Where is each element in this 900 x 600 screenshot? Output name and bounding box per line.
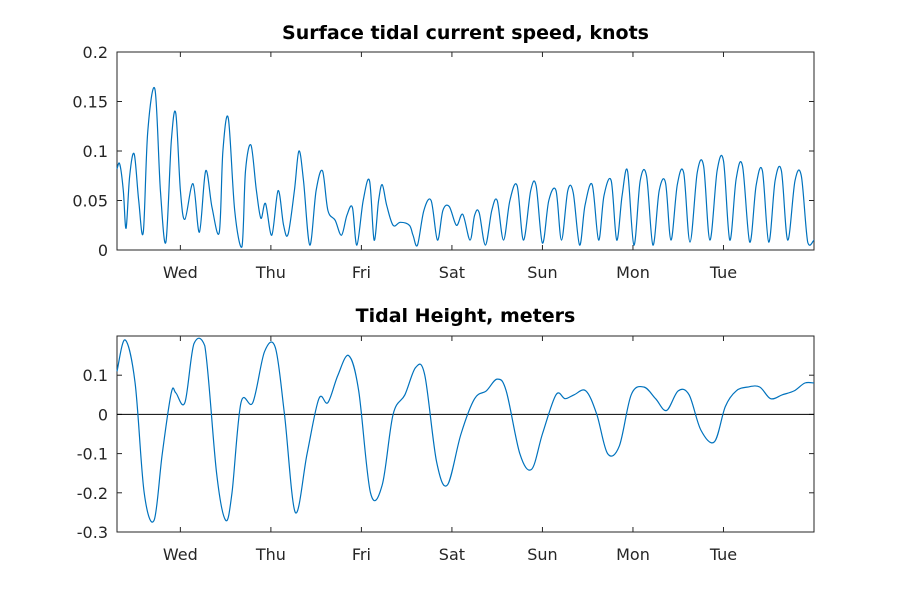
tidal-height-xtick-label: Sun — [527, 545, 557, 564]
tidal-height-axes-box — [116, 335, 815, 533]
current-speed-xtick-label: Fri — [352, 263, 371, 282]
current-speed-ytick-label: 0 — [98, 241, 108, 260]
current-speed-xtick-label: Thu — [255, 263, 286, 282]
tidal-height-xtick-label: Thu — [255, 545, 286, 564]
tidal-height-ytick-label: -0.3 — [77, 523, 108, 542]
tidal-height-ytick-label: -0.2 — [77, 484, 108, 503]
tidal-height-ytick-label: -0.1 — [77, 445, 108, 464]
tidal-height-ytick-label: 0 — [98, 405, 108, 424]
tidal-height-xtick-label: Fri — [352, 545, 371, 564]
current-speed-title: Surface tidal current speed, knots — [282, 22, 649, 44]
current-speed-ytick-label: 0.15 — [72, 93, 108, 112]
tidal-height-xtick-label: Sat — [439, 545, 465, 564]
current-speed-xtick-label: Sat — [439, 263, 465, 282]
current-speed-ticks: 0 0.05 0.1 0.15 0.2 Wed Thu Fri Sat Sun Mon Tue — [72, 43, 814, 282]
tidal-height-xtick-label: Mon — [616, 545, 650, 564]
current-speed-ytick-label: 0.05 — [72, 192, 108, 211]
current-speed-xtick-label: Sun — [527, 263, 557, 282]
tidal-height-panel: Tidal Height, meters -0.3 -0.2 -0.1 0 0.1 Wed… — [77, 305, 815, 564]
tidal-height-xtick-label: Tue — [709, 545, 737, 564]
tidal-height-plot-area — [116, 337, 815, 523]
current-speed-xtick-label: Mon — [616, 263, 650, 282]
tidal-height-title: Tidal Height, meters — [356, 305, 576, 327]
current-speed-xtick-label: Wed — [163, 263, 198, 282]
tidal-height-ytick-label: 0.1 — [83, 366, 108, 385]
current-speed-plot-area — [116, 86, 815, 248]
current-speed-ytick-label: 0.1 — [83, 142, 108, 161]
current-speed-panel: Surface tidal current speed, knots 0 0.05… — [72, 22, 815, 282]
current-speed-xtick-label: Tue — [709, 263, 737, 282]
current-speed-series-line — [116, 86, 815, 248]
tidal-height-series-line — [116, 337, 815, 523]
tidal-height-ticks: -0.3 -0.2 -0.1 0 0.1 Wed Thu Fri Sat Sun Mon Tue — [77, 336, 814, 564]
tidal-height-xtick-label: Wed — [163, 545, 198, 564]
current-speed-axes-box — [116, 51, 815, 251]
current-speed-ytick-label: 0.2 — [83, 43, 108, 62]
